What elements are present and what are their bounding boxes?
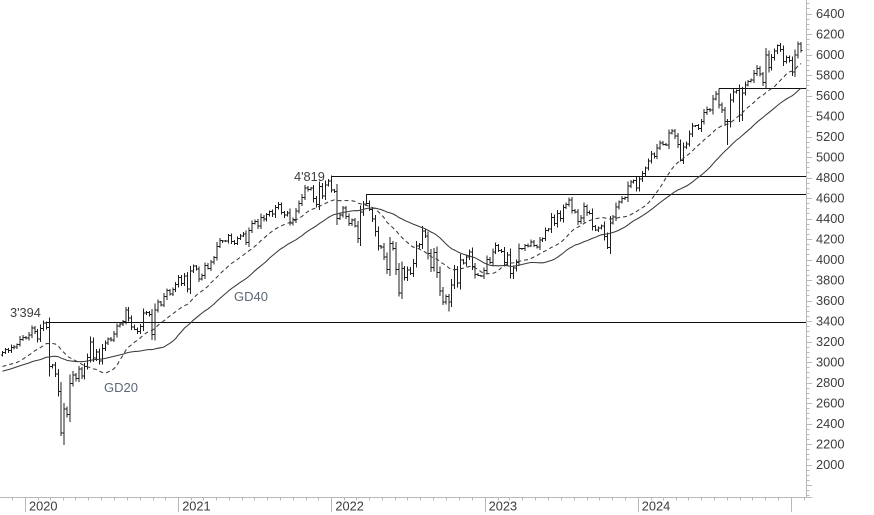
y-tick-label: 2200 [816,436,844,451]
y-tick-label: 4400 [816,211,844,226]
y-tick-label: 6400 [816,6,844,21]
x-axis: 2020 2021 2022 2023 2024 [12,497,805,514]
y-tick-label: 5400 [816,108,844,123]
y-tick-label: 2400 [816,416,844,431]
level-label-4819: 4'819 [294,169,325,184]
y-tick-label: 5800 [816,67,844,82]
y-tick-label: 5000 [816,149,844,164]
y-tick-label: 2800 [816,375,844,390]
ma-line-gd20 [2,63,802,374]
y-tick-label: 2000 [816,457,844,472]
y-tick-label: 4600 [816,190,844,205]
y-tick-label: 3000 [816,354,844,369]
y-tick-label: 3800 [816,272,844,287]
y-tick-label: 6000 [816,47,844,62]
level-label-3394: 3'394 [10,305,41,320]
y-tick-label: 3200 [816,334,844,349]
x-year-label: 2024 [642,499,670,514]
x-year-label: 2021 [182,499,210,514]
ohlc-bars [0,41,803,445]
y-tick-label: 4800 [816,170,844,185]
y-tick-label: 3600 [816,293,844,308]
y-tick-label: 2600 [816,395,844,410]
y-tick-label: 5200 [816,129,844,144]
y-tick-label: 6200 [816,26,844,41]
level-lines: 3'394 4'819 [10,87,806,324]
y-tick-label: 4000 [816,252,844,267]
y-tick-label: 4200 [816,231,844,246]
y-axis: 2000 2200 2400 2600 2800 3000 3200 3400 3600 3800… [806,3,844,496]
ma-label-gd20: GD20 [104,380,138,395]
x-year-label: 2022 [335,499,363,514]
ma-label-gd40: GD40 [234,289,268,304]
x-year-label: 2023 [489,499,517,514]
x-year-label: 2020 [29,499,57,514]
y-tick-label: 5600 [816,88,844,103]
y-tick-label: 3400 [816,313,844,328]
ma-line-gd40 [2,87,802,372]
